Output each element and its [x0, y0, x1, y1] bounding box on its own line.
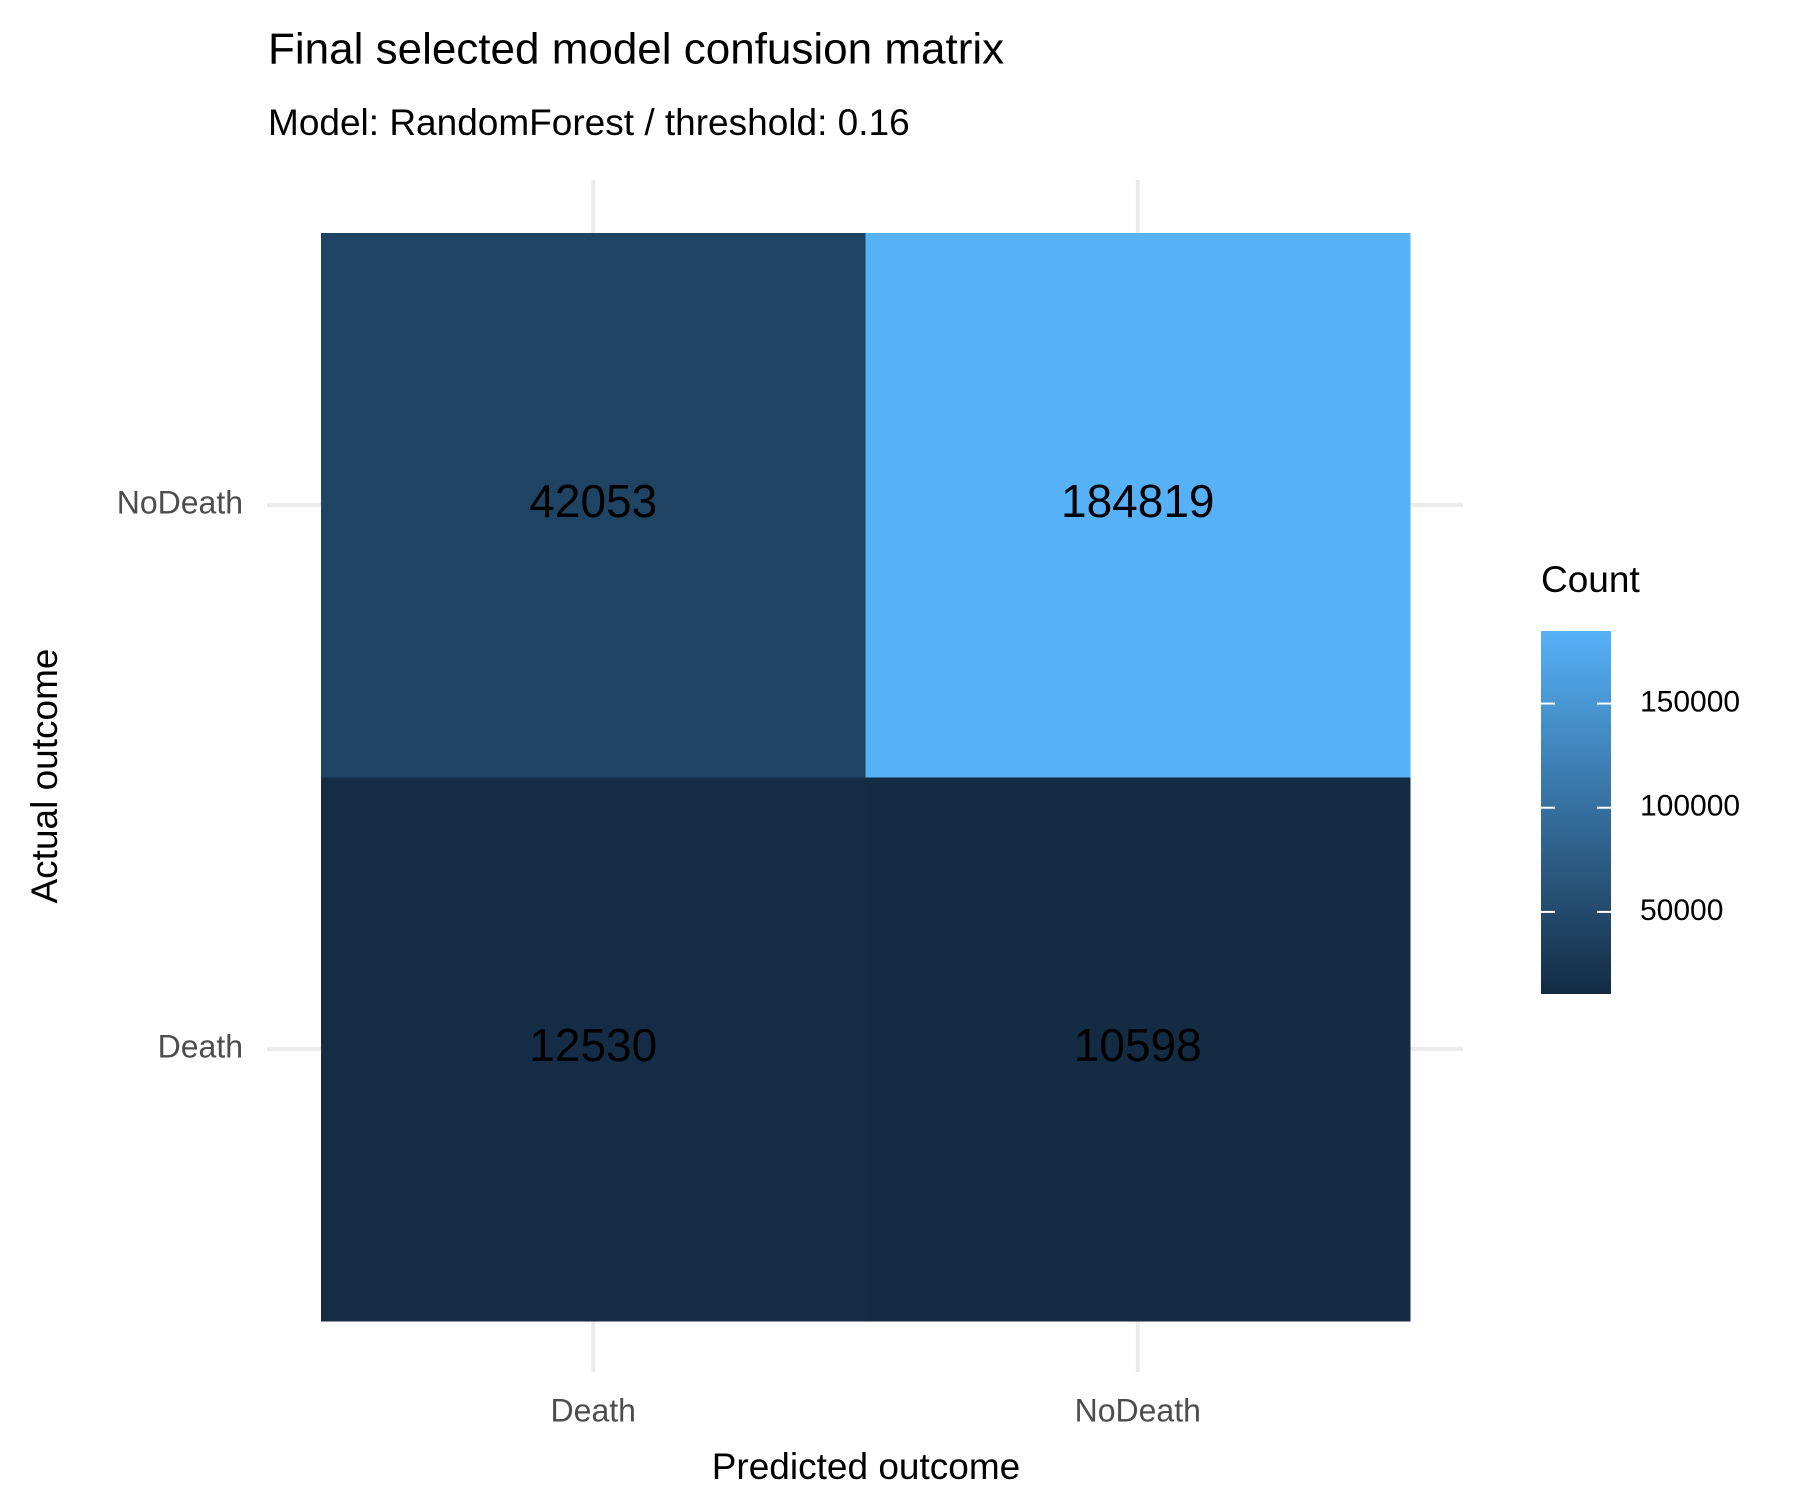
legend-title: Count: [1541, 559, 1640, 600]
colorbar-tick-label: 50000: [1640, 894, 1723, 927]
chart-subtitle: Model: RandomForest / threshold: 0.16: [268, 102, 910, 143]
x-tick-label: Death: [551, 1392, 636, 1428]
x-tick-label: NoDeath: [1075, 1392, 1201, 1428]
colorbar-tick-label: 150000: [1640, 685, 1740, 718]
heatmap-cell: [321, 233, 866, 778]
x-axis-label: Predicted outcome: [712, 1446, 1021, 1487]
cell-label: 12530: [529, 1019, 657, 1071]
heatmap-cell: [321, 777, 866, 1322]
cell-label: 42053: [529, 475, 657, 527]
colorbar: [1541, 631, 1611, 994]
heatmap-cell: [865, 777, 1411, 1322]
y-axis-label: Actual outcome: [24, 648, 65, 903]
cell-label: 184819: [1061, 475, 1215, 527]
heatmap-cell: [865, 233, 1411, 778]
chart-title: Final selected model confusion matrix: [268, 25, 1004, 74]
colorbar-tick-label: 100000: [1640, 790, 1740, 823]
y-tick-label: Death: [158, 1028, 243, 1064]
y-tick-label: NoDeath: [117, 484, 243, 520]
cell-label: 10598: [1074, 1019, 1202, 1071]
